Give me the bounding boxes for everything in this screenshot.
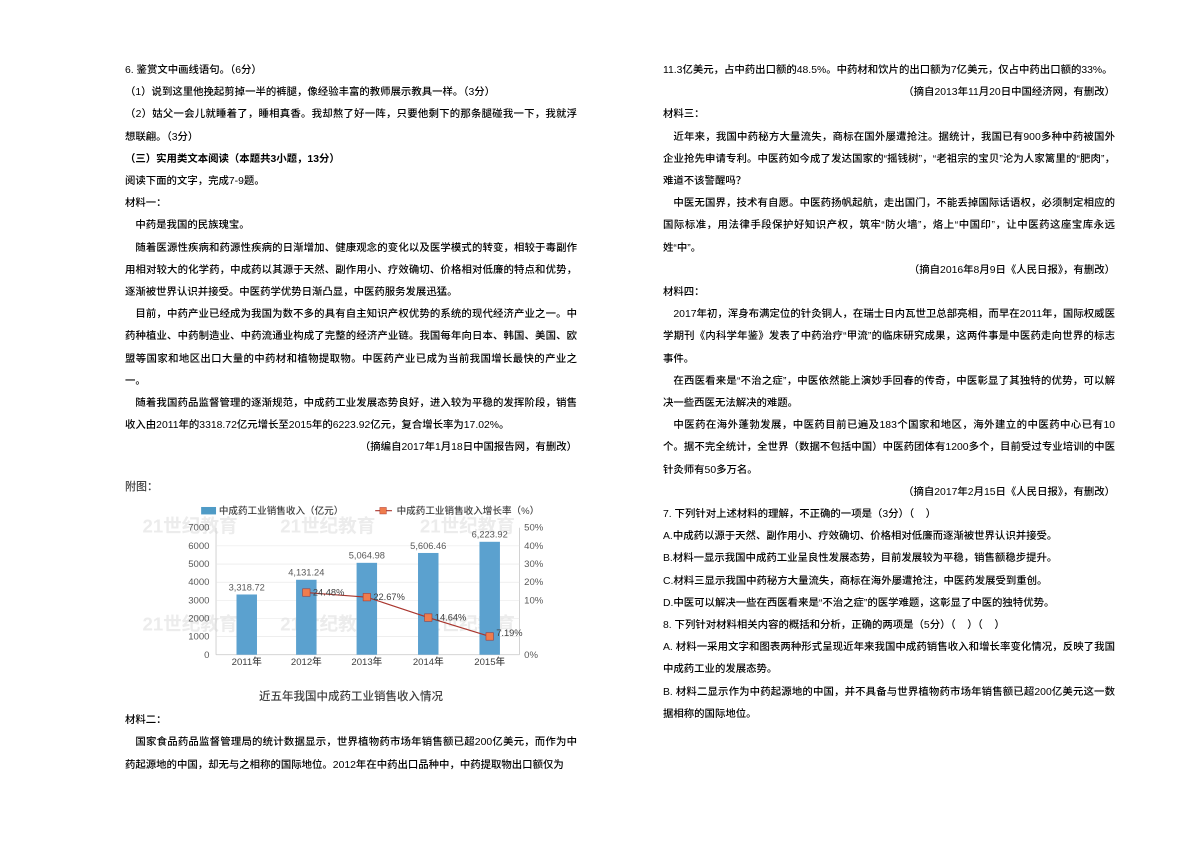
svg-text:2011年: 2011年 <box>232 656 263 668</box>
svg-text:5,064.98: 5,064.98 <box>349 551 385 561</box>
svg-text:2015年: 2015年 <box>474 656 505 668</box>
svg-text:21世纪教育: 21世纪教育 <box>280 515 375 536</box>
svg-text:2012年: 2012年 <box>291 656 322 668</box>
svg-text:14.64%: 14.64% <box>435 612 467 622</box>
svg-text:2000: 2000 <box>188 613 209 624</box>
svg-text:1000: 1000 <box>188 631 209 642</box>
svg-text:6000: 6000 <box>188 541 209 552</box>
svg-text:7.19%: 7.19% <box>496 628 522 638</box>
svg-text:4000: 4000 <box>188 577 209 588</box>
svg-text:5,606.46: 5,606.46 <box>410 541 446 551</box>
svg-text:22.67%: 22.67% <box>373 592 405 602</box>
svg-text:0%: 0% <box>524 650 538 661</box>
svg-text:3,318.72: 3,318.72 <box>229 582 265 592</box>
svg-text:中成药工业销售收入（亿元）: 中成药工业销售收入（亿元） <box>219 505 344 517</box>
svg-text:6,223.92: 6,223.92 <box>472 529 508 539</box>
svg-text:20%: 20% <box>524 577 544 588</box>
svg-text:30%: 30% <box>524 559 544 570</box>
svg-text:40%: 40% <box>524 541 544 552</box>
svg-text:7000: 7000 <box>188 523 209 534</box>
svg-text:2013年: 2013年 <box>351 656 382 668</box>
svg-text:4,131.24: 4,131.24 <box>288 567 324 577</box>
svg-text:0: 0 <box>204 650 209 661</box>
svg-text:5000: 5000 <box>188 559 209 570</box>
svg-text:24.48%: 24.48% <box>313 587 345 597</box>
svg-text:50%: 50% <box>524 523 544 534</box>
svg-text:10%: 10% <box>524 595 544 606</box>
svg-text:3000: 3000 <box>188 595 209 606</box>
svg-text:中成药工业销售收入增长率（%）: 中成药工业销售收入增长率（%） <box>397 505 540 517</box>
svg-text:2014年: 2014年 <box>413 656 444 668</box>
